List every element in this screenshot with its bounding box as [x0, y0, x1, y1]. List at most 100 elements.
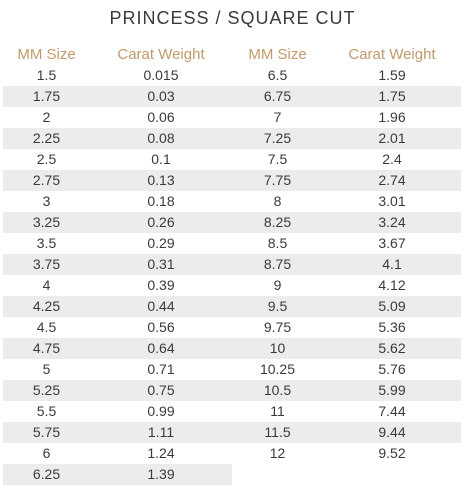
carat-weight-cell: 9.44 — [378, 424, 406, 440]
carat-weight-cell: 7.44 — [378, 403, 406, 419]
mm-size-cell: 5.5 — [36, 403, 57, 419]
carat-weight-cell: 3.67 — [378, 235, 406, 251]
table-row: 6 1.24 12 9.52 — [3, 443, 461, 464]
table-row: 3.25 0.26 8.25 3.24 — [3, 212, 461, 233]
carat-weight-cell: 0.03 — [147, 88, 175, 104]
mm-size-cell: 9.5 — [267, 298, 288, 314]
table-row: 5.25 0.75 10.5 5.99 — [3, 380, 461, 401]
carat-weight-cell: 0.31 — [147, 256, 175, 272]
table-row: 4 0.39 9 4.12 — [3, 275, 461, 296]
row-stripe-right — [232, 422, 461, 443]
row-stripe-left — [3, 296, 232, 317]
mm-size-cell: 8 — [273, 193, 282, 209]
row-stripe-left — [3, 86, 232, 107]
carat-weight-cell: 1.39 — [147, 466, 175, 482]
carat-weight-cell: 0.56 — [147, 319, 175, 335]
carat-weight-cell: 0.015 — [143, 67, 179, 83]
mm-size-cell: 5.75 — [32, 424, 61, 440]
mm-size-cell: 4.75 — [32, 340, 61, 356]
table-row: 5.5 0.99 11 7.44 — [3, 401, 461, 422]
header-mm-size-right: MM Size — [248, 46, 307, 63]
mm-size-cell: 9.75 — [263, 319, 292, 335]
carat-weight-cell: 0.13 — [147, 172, 175, 188]
carat-weight-cell: 2.01 — [378, 130, 406, 146]
carat-weight-cell: 2.74 — [378, 172, 406, 188]
carat-weight-cell: 1.24 — [147, 445, 175, 461]
carat-weight-cell: 4.12 — [378, 277, 406, 293]
mm-size-cell: 2 — [42, 109, 51, 125]
mm-size-cell: 4.5 — [36, 319, 57, 335]
mm-size-cell: 11.5 — [264, 424, 291, 440]
table-row: 1.5 0.015 6.5 1.59 — [3, 65, 461, 86]
carat-weight-cell: 0.64 — [147, 340, 175, 356]
header-carat-weight-left: Carat Weight — [117, 46, 205, 63]
table-row: 5 0.71 10.25 5.76 — [3, 359, 461, 380]
mm-size-cell: 10.25 — [259, 361, 296, 377]
carat-weight-cell: 0.18 — [147, 193, 175, 209]
row-stripe-left — [3, 338, 232, 359]
table-row: 5.75 1.11 11.5 9.44 — [3, 422, 461, 443]
carat-weight-cell: 5.76 — [378, 361, 406, 377]
mm-size-cell: 2.25 — [32, 130, 61, 146]
mm-size-cell: 3.5 — [36, 235, 57, 251]
carat-weight-cell: 3.01 — [378, 193, 406, 209]
carat-weight-cell: 3.24 — [378, 214, 406, 230]
carat-weight-cell: 0.44 — [147, 298, 175, 314]
carat-weight-cell: 0.39 — [147, 277, 175, 293]
header-mm-size-left: MM Size — [17, 46, 76, 63]
mm-size-cell: 6.25 — [32, 466, 61, 482]
carat-weight-cell: 0.75 — [147, 382, 175, 398]
carat-weight-cell: 1.75 — [378, 88, 406, 104]
row-stripe-right — [232, 296, 461, 317]
carat-weight-cell: 5.09 — [378, 298, 406, 314]
mm-size-cell: 7 — [273, 109, 282, 125]
carat-weight-cell: 2.4 — [382, 151, 402, 167]
table-row: 3 0.18 8 3.01 — [3, 191, 461, 212]
carat-weight-cell: 5.62 — [378, 340, 406, 356]
mm-size-cell: 8.25 — [263, 214, 292, 230]
table-row: 4.5 0.56 9.75 5.36 — [3, 317, 461, 338]
table-header-row: MM Size Carat Weight MM Size Carat Weigh… — [3, 44, 461, 65]
carat-weight-cell: 5.36 — [378, 319, 406, 335]
carat-weight-cell: 4.1 — [382, 256, 402, 272]
carat-weight-cell: 0.26 — [147, 214, 175, 230]
mm-size-cell: 6.75 — [263, 88, 292, 104]
mm-size-cell: 4.25 — [32, 298, 61, 314]
mm-size-cell: 9 — [273, 277, 282, 293]
mm-size-cell: 3.75 — [32, 256, 61, 272]
row-stripe-right — [232, 128, 461, 149]
carat-weight-cell: 0.71 — [147, 361, 175, 377]
mm-size-cell: 6.5 — [267, 67, 288, 83]
row-stripe-right — [232, 212, 461, 233]
mm-size-cell: 1.75 — [32, 88, 61, 104]
carat-weight-cell: 0.99 — [147, 403, 175, 419]
mm-size-cell: 11 — [270, 403, 285, 419]
mm-size-cell: 8.5 — [267, 235, 288, 251]
mm-size-cell: 1.5 — [36, 67, 57, 83]
row-stripe-left — [3, 212, 232, 233]
table-row: 2.25 0.08 7.25 2.01 — [3, 128, 461, 149]
table-row: 2.5 0.1 7.5 2.4 — [3, 149, 461, 170]
mm-size-cell: 3 — [42, 193, 51, 209]
mm-size-cell: 12 — [269, 445, 286, 461]
carat-weight-cell: 5.99 — [378, 382, 406, 398]
mm-size-cell: 2.5 — [36, 151, 57, 167]
mm-size-cell: 4 — [42, 277, 51, 293]
row-stripe-left — [3, 422, 232, 443]
mm-size-cell: 2.75 — [32, 172, 61, 188]
row-stripe-right — [232, 380, 461, 401]
carat-weight-cell: 1.59 — [378, 67, 406, 83]
mm-size-cell: 10 — [269, 340, 286, 356]
mm-size-cell: 6 — [42, 445, 51, 461]
chart-title: PRINCESS / SQUARE CUT — [109, 8, 356, 28]
table-row: 6.25 1.39 — [3, 464, 461, 485]
mm-size-cell: 8.75 — [263, 256, 292, 272]
table-row: 4.75 0.64 10 5.62 — [3, 338, 461, 359]
row-stripe-left — [3, 254, 232, 275]
row-stripe-right — [232, 254, 461, 275]
header-carat-weight-right: Carat Weight — [348, 46, 436, 63]
mm-size-cell: 7.75 — [263, 172, 292, 188]
row-stripe-left — [3, 464, 232, 485]
carat-weight-cell: 9.52 — [378, 445, 406, 461]
